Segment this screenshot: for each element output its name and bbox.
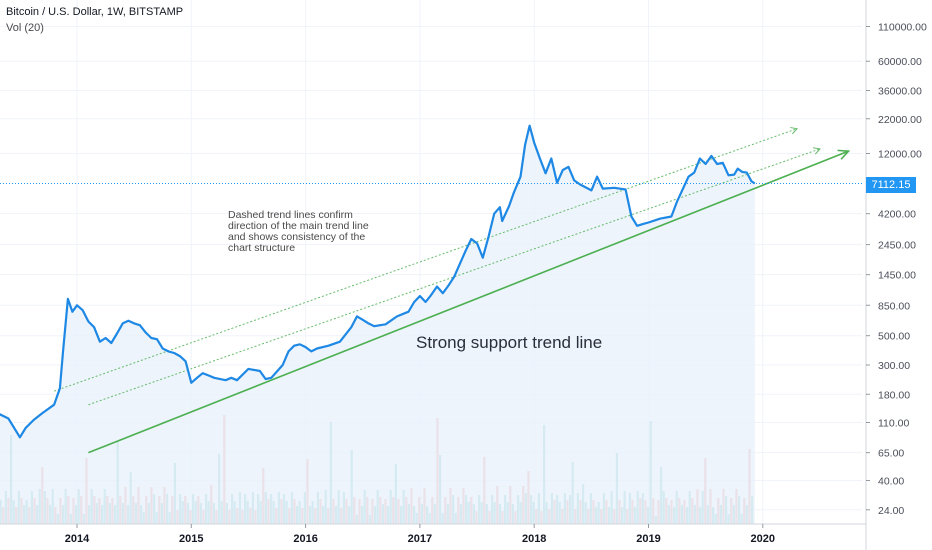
dashed-trend-note-line: and shows consistency of the (228, 231, 366, 243)
price-line[interactable] (0, 124, 756, 439)
dashed-trend-note: Dashed trend lines confirm direction of … (228, 210, 398, 254)
y-tick-label: 110.00 (878, 418, 909, 430)
current-price-tag: 7112.15 (866, 177, 916, 193)
y-tick-label: 850.00 (878, 300, 910, 312)
y-tick-label: 500.00 (878, 331, 910, 343)
dashed-trend-note-line: direction of the main trend line (228, 220, 369, 232)
y-tick-label: 4200.00 (878, 209, 916, 221)
y-tick-label: 300.00 (878, 360, 910, 372)
price-area (0, 125, 755, 524)
y-tick-label: 40.00 (878, 476, 904, 488)
y-tick-label: 2450.00 (878, 240, 916, 252)
y-tick-label: 36000.00 (878, 86, 922, 98)
trend-arrow-head (837, 149, 851, 160)
y-tick-label: 110000.00 (878, 21, 927, 33)
x-tick-label: 2020 (751, 533, 775, 545)
y-tick-label: 60000.00 (878, 56, 922, 68)
trend-arrow-head (812, 147, 821, 155)
symbol-title[interactable]: Bitcoin / U.S. Dollar, 1W, BITSTAMP (6, 6, 184, 18)
support-trend-line[interactable] (88, 150, 849, 454)
support-trend-note: Strong support trend line (416, 333, 603, 352)
y-tick-label: 24.00 (878, 505, 904, 517)
dashed-trend-line[interactable] (88, 148, 821, 406)
x-tick-label: 2018 (522, 533, 546, 545)
y-tick-label: 65.00 (878, 448, 904, 460)
trend-arrow-head (790, 127, 799, 135)
y-tick-label: 22000.00 (878, 114, 922, 126)
dashed-trend-note-line: chart structure (228, 242, 296, 254)
x-tick-label: 2015 (179, 533, 203, 545)
x-tick-label: 2014 (65, 533, 90, 545)
y-tick-label: 12000.00 (878, 149, 922, 161)
x-tick-label: 2016 (293, 533, 317, 545)
y-tick-label: 1450.00 (878, 270, 916, 282)
dashed-trend-note-line: Dashed trend lines confirm (228, 209, 353, 221)
dashed-trend-line[interactable] (53, 128, 798, 392)
volume-indicator-label[interactable]: Vol (20) (6, 22, 44, 34)
y-tick-label: 180.00 (878, 389, 910, 401)
x-tick-label: 2019 (636, 533, 660, 545)
x-tick-label: 2017 (408, 533, 432, 545)
